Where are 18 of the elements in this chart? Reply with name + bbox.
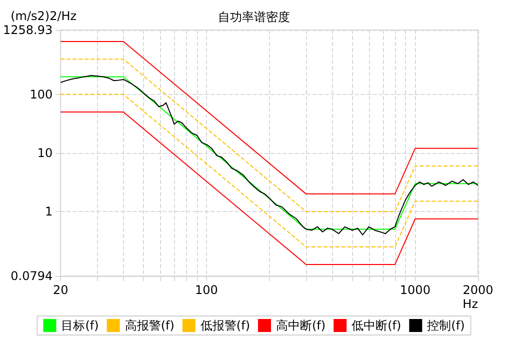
- legend-label: 低报警(f): [200, 318, 250, 332]
- x-tick-label: 20: [52, 283, 68, 297]
- x-tick-label: 100: [195, 283, 218, 297]
- x-tick-label: 1000: [400, 283, 430, 297]
- legend-label: 高报警(f): [124, 318, 174, 332]
- y-tick-label: 1: [44, 204, 53, 219]
- y-tick-label: 0.0794: [10, 269, 53, 283]
- x-axis-title: Hz: [462, 297, 478, 311]
- legend-label: 低中断(f): [352, 318, 402, 332]
- chart-title: 自功率谱密度: [218, 10, 290, 24]
- y-axis-title: (m/s2)2/Hz: [10, 9, 77, 23]
- y-tick-label: 100: [30, 87, 53, 102]
- y-tick-label: 1258.93: [3, 23, 53, 37]
- legend-label: 高中断(f): [276, 318, 326, 332]
- legend-label: 控制(f): [427, 318, 465, 332]
- legend-label: 目标(f): [61, 318, 99, 332]
- x-tick-label: 2000: [462, 283, 494, 297]
- y-tick-label: 10: [37, 146, 53, 160]
